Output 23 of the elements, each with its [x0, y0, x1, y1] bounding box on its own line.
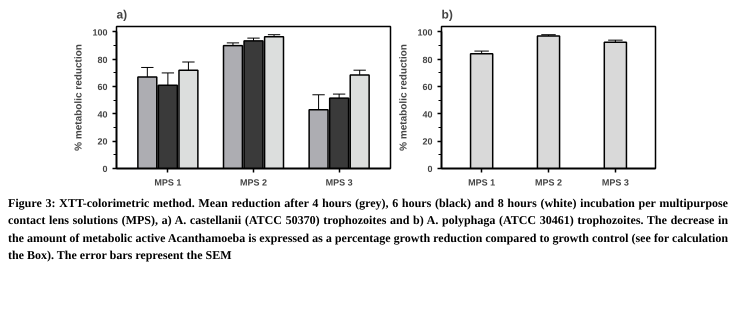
x-tick-label: MPS 2 [240, 178, 268, 188]
y-tick-label: 40 [422, 109, 433, 120]
x-tick-label: MPS 3 [602, 178, 629, 188]
x-tick-label: MPS 1 [468, 178, 496, 188]
y-tick-label: 20 [97, 136, 108, 147]
x-tick-label: MPS 2 [534, 178, 562, 188]
chart-title: b) [442, 8, 453, 22]
y-axis-title: % metabolic reduction [73, 44, 84, 151]
y-tick-label: 0 [427, 164, 433, 174]
y-tick-label: 100 [92, 27, 108, 38]
caption: Figure 3: XTT-colorimetric method. Mean reduction after 4 hours (grey), 6 hours (black) and 8 hours (white) incubation per multipurpose contact lens solutions (MPS), a) A. castellanii (ATCC 50370) trophozoites and b) A. polyphaga (ATCC 30461) trophozoites. The decrease in the amount of metabolic active Acanthamoeba is expressed as a percentage growth reduction compared to growth control (see for calculation the Box). The error bars represent the SEM [8, 195, 728, 264]
x-tick-label: MPS 1 [154, 178, 182, 188]
y-axis-title: % metabolic reduction [398, 44, 410, 151]
y-tick-label: 80 [422, 54, 433, 65]
y-tick-label: 40 [97, 109, 108, 120]
y-tick-label: 100 [417, 27, 433, 38]
x-tick-label: MPS 3 [326, 178, 353, 188]
chart-title: a) [116, 8, 128, 22]
y-tick-label: 0 [102, 164, 108, 174]
y-tick-label: 20 [422, 136, 433, 147]
y-tick-label: 60 [422, 82, 433, 92]
y-tick-label: 80 [97, 54, 108, 65]
y-tick-label: 60 [97, 82, 108, 92]
